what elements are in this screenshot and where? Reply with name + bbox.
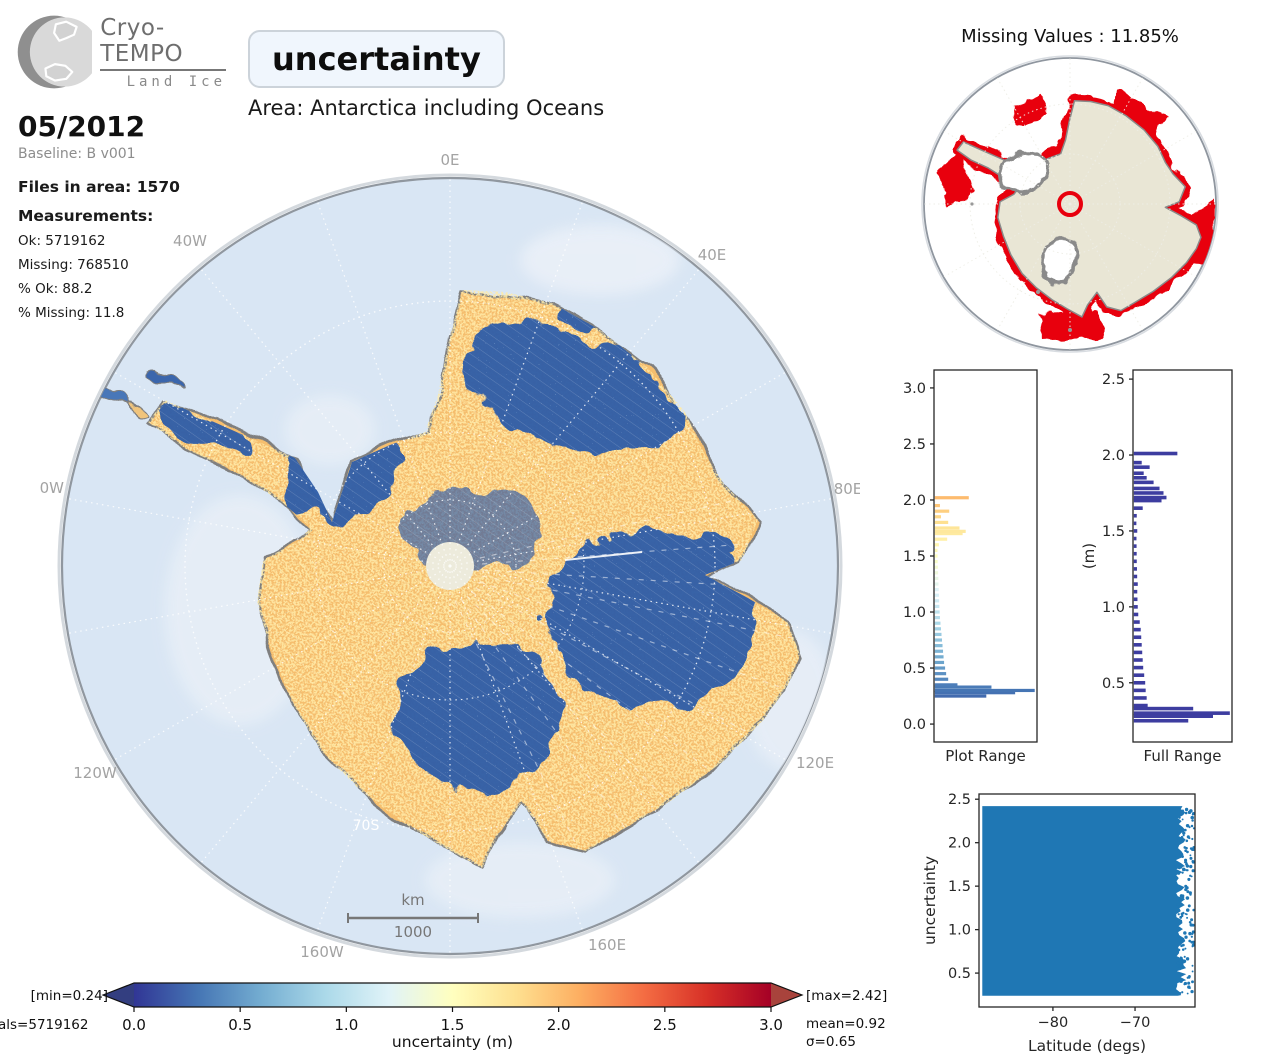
svg-text:0.5: 0.5	[228, 1016, 252, 1034]
area-label: Area: Antarctica including Oceans	[248, 96, 605, 120]
svg-text:uncertainty: uncertainty	[921, 856, 939, 945]
missing-values-map	[921, 55, 1219, 353]
svg-text:70S: 70S	[353, 818, 380, 834]
svg-text:0.5: 0.5	[903, 661, 926, 677]
pct-ok: % Ok: 88.2	[18, 281, 93, 297]
missing-values-title: Missing Values : 11.85%	[961, 26, 1179, 47]
colorbar-sigma-label: σ=0.65	[806, 1034, 856, 1050]
globe-logo-icon	[17, 15, 93, 89]
svg-text:1.0: 1.0	[334, 1016, 358, 1034]
svg-text:1.5: 1.5	[1102, 524, 1125, 540]
map-scale-bar: km 1000	[347, 891, 479, 941]
svg-text:(m): (m)	[1080, 543, 1098, 569]
svg-text:uncertainty (m): uncertainty (m)	[392, 1033, 513, 1051]
variable-badge: uncertainty	[248, 30, 505, 88]
svg-text:120W: 120W	[73, 764, 117, 782]
svg-text:40W: 40W	[173, 232, 207, 250]
files-in-area-label: Files in area: 1570	[18, 178, 180, 196]
pole-missing-ring	[1057, 191, 1083, 217]
logo-subtitle: Land Ice	[126, 73, 226, 90]
map-rim-outer	[57, 173, 843, 959]
svg-text:160E: 160E	[588, 936, 626, 954]
svg-text:160W: 160W	[300, 943, 344, 961]
svg-text:80W: 80W	[40, 479, 64, 497]
svg-text:1.5: 1.5	[948, 879, 971, 895]
svg-text:0.5: 0.5	[1102, 676, 1125, 692]
uncertainty-vs-latitude-scatter: 0.5 1.0 1.5 2.0 2.5 −80 −70 Latitude (degs) unce…	[921, 792, 1196, 1055]
svg-text:−70: −70	[1120, 1015, 1151, 1031]
svg-text:2.0: 2.0	[1102, 448, 1125, 464]
ok-count: Ok: 5719162	[18, 233, 106, 249]
svg-text:3.0: 3.0	[759, 1016, 783, 1034]
svg-text:2.5: 2.5	[1102, 372, 1125, 388]
full-range-histogram: 0.5 1.0 1.5 2.0 2.5 (m)	[1080, 369, 1233, 743]
graticule-labels: 0E 40W 40E 80W 80E 120W 120E 160W 160E 70S	[40, 151, 860, 961]
colorbar-max-label: [max=2.42]	[806, 988, 888, 1004]
svg-text:0.0: 0.0	[122, 1016, 146, 1034]
svg-text:0.0: 0.0	[903, 717, 926, 733]
plot-range-histogram: 0.0 0.5 1.0 1.5 2.0 2.5 3.0	[903, 369, 1038, 743]
svg-text:1.0: 1.0	[1102, 600, 1125, 616]
date-label: 05/2012	[18, 110, 146, 143]
svg-text:2.5: 2.5	[948, 792, 971, 808]
svg-text:2.5: 2.5	[653, 1016, 677, 1034]
main-uncertainty-map: 0E 40W 40E 80W 80E 120W 120E 160W 160E 70S km 1000	[40, 151, 860, 961]
svg-text:−80: −80	[1038, 1015, 1069, 1031]
cryo-tempo-logo: Cryo-TEMPO Land Ice	[16, 6, 226, 98]
colorbar-min-label: [min=0.24]	[30, 988, 108, 1004]
svg-text:km: km	[401, 891, 424, 909]
baseline-label: Baseline: B v001	[18, 146, 136, 162]
svg-text:Latitude (degs): Latitude (degs)	[1028, 1037, 1146, 1055]
svg-text:40E: 40E	[698, 246, 727, 264]
svg-text:0.5: 0.5	[948, 966, 971, 982]
svg-text:0E: 0E	[440, 151, 459, 169]
info-panel: 05/2012 Baseline: B v001 Files in area: …	[18, 110, 238, 321]
colorbar-mean-label: mean=0.92	[806, 1016, 886, 1032]
pct-missing: % Missing: 11.8	[18, 305, 125, 321]
measurements-label: Measurements:	[18, 207, 154, 225]
ice-shelf-cutouts	[998, 150, 1080, 285]
svg-text:80E: 80E	[834, 480, 860, 498]
svg-text:1.5: 1.5	[441, 1016, 465, 1034]
plot-range-title: Plot Range	[945, 747, 1026, 765]
svg-text:1.0: 1.0	[903, 605, 926, 621]
svg-text:1.0: 1.0	[948, 923, 971, 939]
colorbar-vals-label: vals=5719162	[0, 1017, 89, 1033]
svg-text:2.5: 2.5	[903, 437, 926, 453]
missing-count: Missing: 768510	[18, 257, 129, 273]
svg-text:1000: 1000	[394, 923, 432, 941]
colorbar: 0.0 0.5 1.0 1.5 2.0 2.5 3.0 uncertainty (m)	[101, 982, 804, 1051]
svg-text:2.0: 2.0	[547, 1016, 571, 1034]
svg-text:2.0: 2.0	[948, 836, 971, 852]
svg-text:2.0: 2.0	[903, 493, 926, 509]
svg-text:120E: 120E	[796, 754, 834, 772]
logo-title: Cryo-TEMPO	[100, 15, 226, 71]
svg-text:1.5: 1.5	[903, 549, 926, 565]
svg-text:3.0: 3.0	[903, 381, 926, 397]
full-range-title: Full Range	[1143, 747, 1222, 765]
